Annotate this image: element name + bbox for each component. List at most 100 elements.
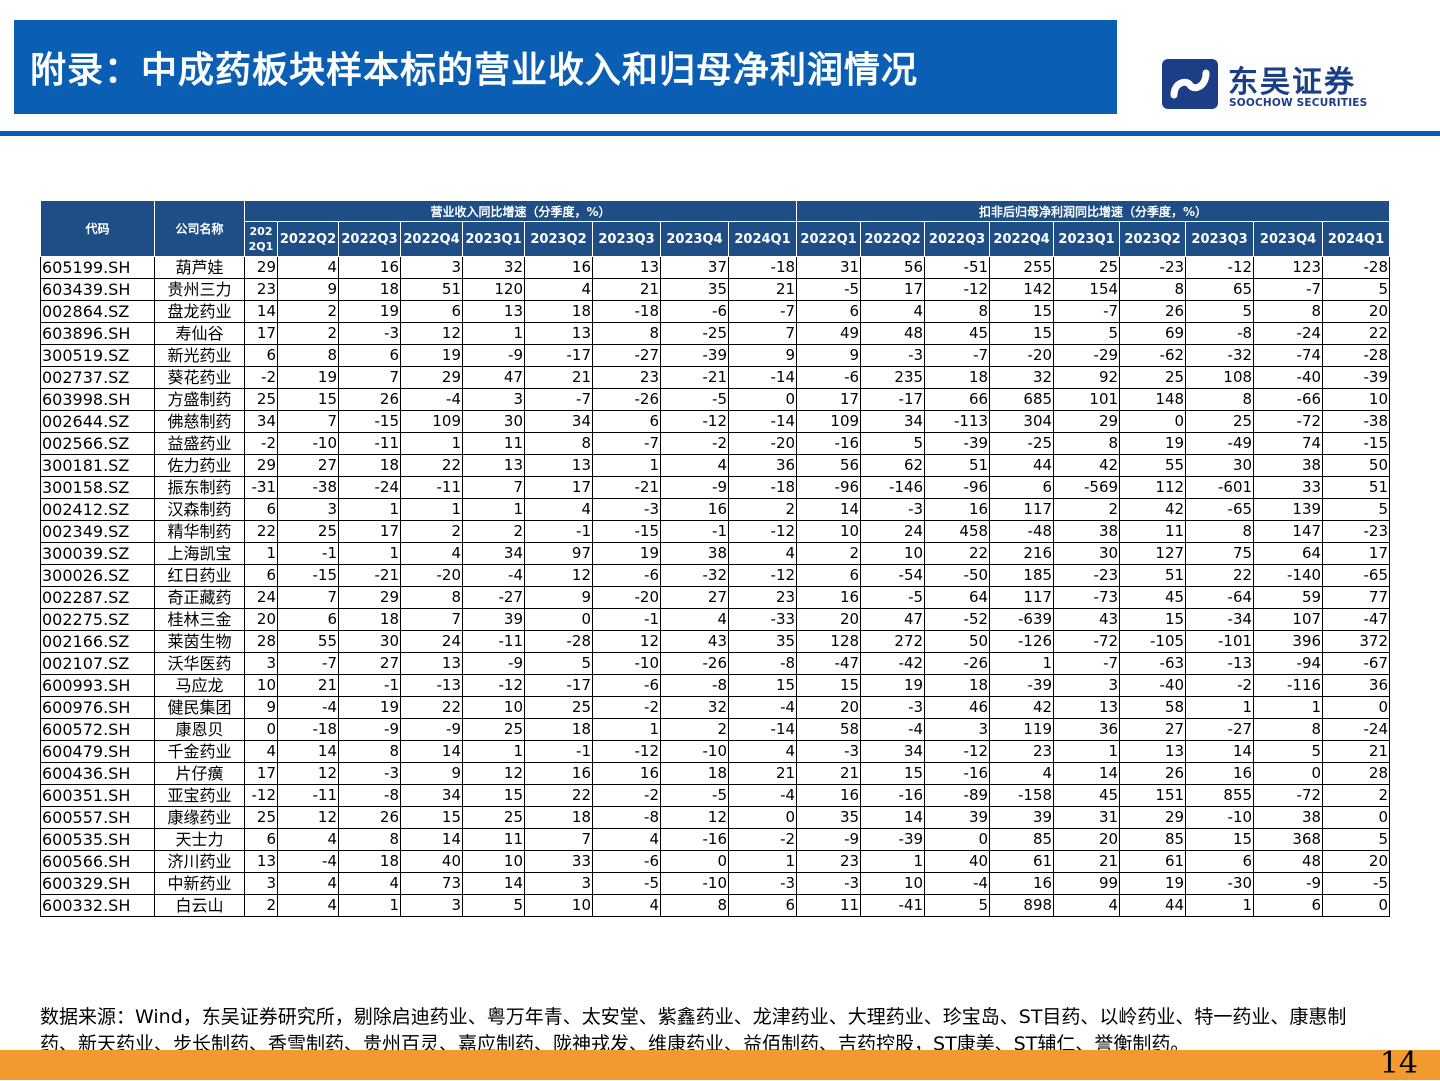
profit-growth-cell: 15 (1119, 608, 1187, 631)
table-row: 002566.SZ 益盛药业 -2 -10 -11 1 11 8 -7 -2 -20 -16 5 -39-… (40, 432, 1390, 455)
revenue-growth-cell: 18 (338, 454, 401, 477)
revenue-growth-cell: -6 (592, 674, 661, 697)
data-source-note: 数据来源：Wind，东吴证券研究所，剔除启迪药业、粤万年青、太安堂、紫鑫药业、龙… (40, 1006, 1347, 1055)
revenue-growth-cell: -9 (338, 718, 401, 741)
table-row: 605199.SH 葫芦娃 29 4 16 3 32 16 13 37 -18 31 56 -51 255 2… (40, 256, 1390, 279)
profit-growth-cell: -140 (1253, 564, 1324, 587)
profit-growth-cell: 898 (989, 894, 1055, 917)
revenue-growth-cell: 51 (400, 278, 463, 301)
revenue-growth-cell: 2 (277, 300, 339, 323)
stock-code-cell: 300026.SZ (40, 564, 155, 587)
page-title: 附录：中成药板块样本标的营业收入和归母净利润情况 (30, 50, 919, 91)
profit-growth-cell: -26 (924, 652, 991, 675)
profit-growth-cell: 50 (1322, 454, 1390, 477)
page-number: 14 (1379, 1046, 1418, 1081)
revenue-growth-cell: 4 (660, 454, 729, 477)
profit-growth-cell: 39 (924, 806, 991, 829)
company-name-cell: 千金药业 (154, 740, 245, 763)
company-name-cell: 盘龙药业 (154, 300, 245, 323)
revenue-quarter-header: 2024Q1 (727, 221, 798, 257)
profit-growth-cell: -48 (989, 520, 1055, 543)
revenue-growth-cell: 26 (338, 806, 401, 829)
profit-growth-cell: 44 (1119, 894, 1187, 917)
revenue-growth-cell: 9 (244, 696, 278, 719)
revenue-growth-cell: 29 (338, 586, 401, 609)
revenue-growth-cell: 18 (524, 300, 593, 323)
company-name-cell: 康恩贝 (154, 718, 245, 741)
revenue-growth-cell: 6 (277, 608, 339, 631)
profit-growth-cell: 20 (796, 696, 862, 719)
revenue-growth-cell: 13 (524, 322, 593, 345)
profit-growth-cell: 55 (1119, 454, 1187, 477)
profit-growth-cell: -5 (796, 278, 862, 301)
profit-growth-cell: 6 (796, 564, 862, 587)
revenue-growth-cell: -10 (660, 872, 729, 895)
profit-growth-cell: 58 (796, 718, 862, 741)
revenue-growth-cell: -3 (338, 762, 401, 785)
revenue-growth-cell: 24 (400, 630, 463, 653)
revenue-growth-cell: 43 (660, 630, 729, 653)
company-name-cell: 桂林三金 (154, 608, 245, 631)
profit-growth-cell: 1 (1185, 894, 1255, 917)
revenue-growth-cell: -2 (592, 696, 661, 719)
company-name-cell: 红日药业 (154, 564, 245, 587)
revenue-quarter-header: 2022Q3 (338, 221, 401, 257)
profit-growth-cell: 5 (860, 432, 926, 455)
stock-code-cell: 002737.SZ (40, 366, 155, 389)
profit-growth-cell: 26 (1119, 762, 1187, 785)
profit-growth-cell: 24 (860, 520, 926, 543)
table-row: 600566.SH 济川药业 13 -4 18 40 10 33 -6 0 1 23 1 40 61 21 61… (40, 850, 1390, 873)
revenue-growth-cell: 13 (244, 850, 278, 873)
revenue-growth-cell: 4 (338, 872, 401, 895)
revenue-growth-cell: -8 (338, 784, 401, 807)
table-row: 600479.SH 千金药业 4 14 8 14 1 -1 -12 -10 4 -3 34 -12 23 1 1… (40, 740, 1390, 763)
company-name-cell: 精华制药 (154, 520, 245, 543)
revenue-growth-cell: 30 (462, 410, 525, 433)
profit-growth-cell: 8 (1185, 388, 1255, 411)
profit-growth-cell: -39 (1322, 366, 1390, 389)
revenue-growth-cell: 16 (660, 498, 729, 521)
revenue-growth-cell: 12 (462, 762, 525, 785)
profit-growth-cell: 0 (1253, 762, 1324, 785)
profit-growth-cell: 2 (1053, 498, 1121, 521)
revenue-growth-cell: 1 (727, 850, 798, 873)
revenue-growth-cell: -9 (400, 718, 463, 741)
revenue-growth-cell: 33 (524, 850, 593, 873)
profit-quarter-header: 2023Q4 (1253, 221, 1324, 257)
revenue-growth-cell: -18 (727, 256, 798, 279)
company-name-cell: 白云山 (154, 894, 245, 917)
profit-growth-cell: 58 (1119, 696, 1187, 719)
table-row: 603998.SH 方盛制药 25 15 26 -4 3 -7 -26 -5 0 17 -17 66 685… (40, 388, 1390, 411)
profit-growth-cell: 16 (989, 872, 1055, 895)
stock-code-cell: 002287.SZ (40, 586, 155, 609)
revenue-growth-cell: 2 (660, 718, 729, 741)
profit-growth-cell: 16 (796, 586, 862, 609)
revenue-growth-cell: 3 (244, 872, 278, 895)
revenue-growth-cell: 13 (462, 300, 525, 323)
revenue-growth-cell: 0 (660, 850, 729, 873)
revenue-growth-cell: 1 (400, 432, 463, 455)
revenue-growth-cell: 7 (277, 586, 339, 609)
profit-growth-cell: 65 (1185, 278, 1255, 301)
profit-growth-cell: 235 (860, 366, 926, 389)
revenue-growth-cell: 1 (338, 542, 401, 565)
company-name-cell: 中新药业 (154, 872, 245, 895)
revenue-growth-cell: 8 (277, 344, 339, 367)
profit-growth-cell: -3 (860, 498, 926, 521)
revenue-growth-cell: 32 (462, 256, 525, 279)
profit-growth-cell: 25 (1119, 366, 1187, 389)
stock-code-cell: 002412.SZ (40, 498, 155, 521)
revenue-growth-cell: -20 (400, 564, 463, 587)
table-row: 002349.SZ 精华制药 22 25 17 2 2 -1 -15 -1 -12 10 24 458 -4… (40, 520, 1390, 543)
profit-growth-cell: 18 (924, 366, 991, 389)
profit-growth-cell: 6 (796, 300, 862, 323)
revenue-growth-cell: 3 (400, 256, 463, 279)
profit-growth-cell: 0 (924, 828, 991, 851)
company-name-cell: 贵州三力 (154, 278, 245, 301)
revenue-growth-cell: -10 (592, 652, 661, 675)
table-row: 600332.SH 白云山 2 4 1 3 5 10 4 8 6 11 -41 5 898 4 44 1 6 0 (40, 894, 1390, 917)
soochow-logo-icon (1162, 59, 1218, 109)
profit-growth-cell: 117 (989, 586, 1055, 609)
profit-growth-cell: 15 (989, 322, 1055, 345)
profit-growth-cell: 47 (860, 608, 926, 631)
